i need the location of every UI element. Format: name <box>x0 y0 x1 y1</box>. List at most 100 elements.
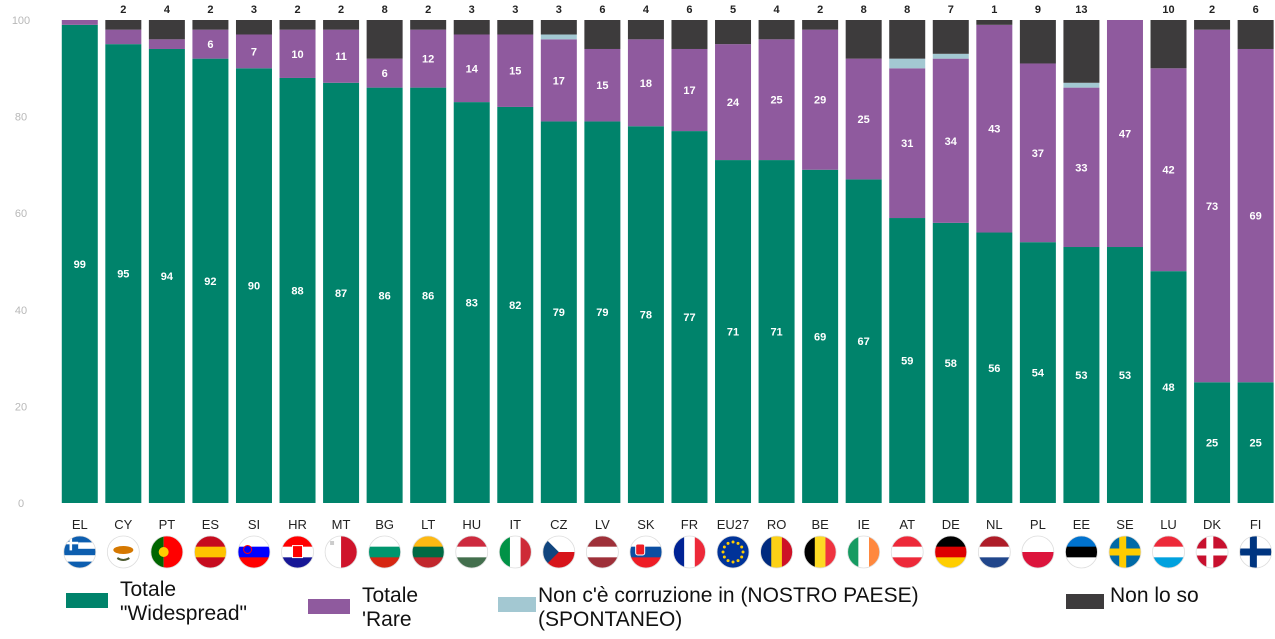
bar-segment <box>192 58 229 503</box>
legend-item-dont-know: Non lo so <box>1066 584 1199 609</box>
data-label: 47 <box>1119 129 1131 141</box>
y-axis: 0 20 40 60 80 100 <box>12 15 30 510</box>
bar-segment <box>410 20 447 30</box>
bar-segment <box>453 20 490 35</box>
flag-icon <box>368 536 401 568</box>
bar-segment <box>627 39 664 127</box>
data-label: 99 <box>74 259 86 271</box>
y-tick-label: 60 <box>15 208 27 220</box>
flag-icon <box>325 536 358 568</box>
legend-swatch-rare <box>308 599 350 614</box>
bar-segment <box>802 29 839 170</box>
data-label: 79 <box>596 307 608 319</box>
bar-segment <box>889 218 926 503</box>
data-label: 18 <box>640 78 652 90</box>
data-label: 13 <box>1075 4 1087 16</box>
legend-label-widespread: Totale "Widespread" <box>120 578 247 625</box>
data-label: 92 <box>204 276 216 288</box>
bar-segment <box>671 48 708 132</box>
data-label: 31 <box>901 138 913 150</box>
legend-item-widespread: Totale "Widespread" <box>66 578 247 626</box>
data-label: 37 <box>1032 148 1044 160</box>
flag-icon <box>847 536 880 568</box>
y-tick-label: 100 <box>12 15 30 27</box>
x-category-label: FR <box>681 517 698 532</box>
bar-segment <box>1063 82 1100 88</box>
data-label: 3 <box>469 4 475 16</box>
bar-segment <box>758 20 795 40</box>
country-flags <box>63 535 1273 569</box>
bar-segment <box>1150 271 1187 503</box>
x-category-label: CY <box>114 517 132 532</box>
x-category-label: HR <box>288 517 307 532</box>
data-label: 69 <box>814 331 826 343</box>
data-label: 59 <box>901 356 913 368</box>
x-category-label: MT <box>332 517 351 532</box>
bar-segment <box>540 20 577 35</box>
bar-segment <box>627 126 664 503</box>
bar-segment <box>497 34 534 107</box>
bar-segment <box>192 20 229 30</box>
flag-icon <box>1108 536 1141 568</box>
flag-icon <box>281 536 314 568</box>
data-label: 82 <box>509 300 521 312</box>
flag-icon <box>717 536 750 568</box>
x-category-label: DE <box>942 517 960 532</box>
data-label: 48 <box>1162 382 1174 394</box>
x-category-label: HU <box>462 517 481 532</box>
data-label: 73 <box>1206 201 1218 213</box>
flag-icon <box>107 536 140 568</box>
data-label: 90 <box>248 281 260 293</box>
x-category-label: LU <box>1160 517 1177 532</box>
bar-segment <box>1237 20 1274 49</box>
data-label: 14 <box>466 63 479 75</box>
flag-icon <box>673 536 706 568</box>
bar-segment <box>976 24 1013 233</box>
data-label: 25 <box>858 114 870 126</box>
bar-segment <box>279 20 316 30</box>
data-label: 4 <box>643 4 650 16</box>
flag-icon <box>978 536 1011 568</box>
bar-segment <box>366 58 403 88</box>
flag-icon <box>1021 536 1054 568</box>
data-label: 56 <box>988 363 1000 375</box>
data-label: 5 <box>730 4 736 16</box>
bar-segment <box>889 58 926 69</box>
data-label: 86 <box>379 290 391 302</box>
bar-segment <box>584 20 621 49</box>
bar-segment <box>845 179 882 503</box>
data-label: 2 <box>1209 4 1215 16</box>
bar-segment <box>1063 247 1100 503</box>
bar-segment <box>61 20 98 25</box>
data-label: 7 <box>948 4 954 16</box>
bar-segment <box>932 20 969 54</box>
x-category-label: RO <box>767 517 787 532</box>
data-label: 83 <box>466 298 478 310</box>
flag-icon <box>455 536 488 568</box>
data-label: 58 <box>945 358 957 370</box>
bar-segment <box>715 44 752 161</box>
bar-segment <box>192 29 229 59</box>
bar-segment <box>323 82 360 503</box>
bar-segment <box>1063 20 1100 83</box>
bar-segment <box>497 106 534 503</box>
y-tick-label: 20 <box>15 401 27 413</box>
bar-segment <box>105 29 142 45</box>
flag-icon <box>586 536 619 568</box>
bar-segment <box>932 58 969 223</box>
data-label: 11 <box>335 51 347 63</box>
bar-segment <box>889 20 926 59</box>
x-category-label: BE <box>811 517 829 532</box>
x-category-label: SK <box>637 517 655 532</box>
x-category-label: BG <box>375 517 394 532</box>
x-category-label: LT <box>421 517 435 532</box>
x-category-label: EU27 <box>717 517 750 532</box>
flag-icon <box>760 536 793 568</box>
y-tick-label: 80 <box>15 112 27 124</box>
data-label: 10 <box>1162 4 1174 16</box>
y-tick-label: 0 <box>18 498 24 510</box>
bar-segment <box>976 232 1013 503</box>
flag-icon <box>1152 536 1185 568</box>
flag-icon <box>1239 536 1272 568</box>
